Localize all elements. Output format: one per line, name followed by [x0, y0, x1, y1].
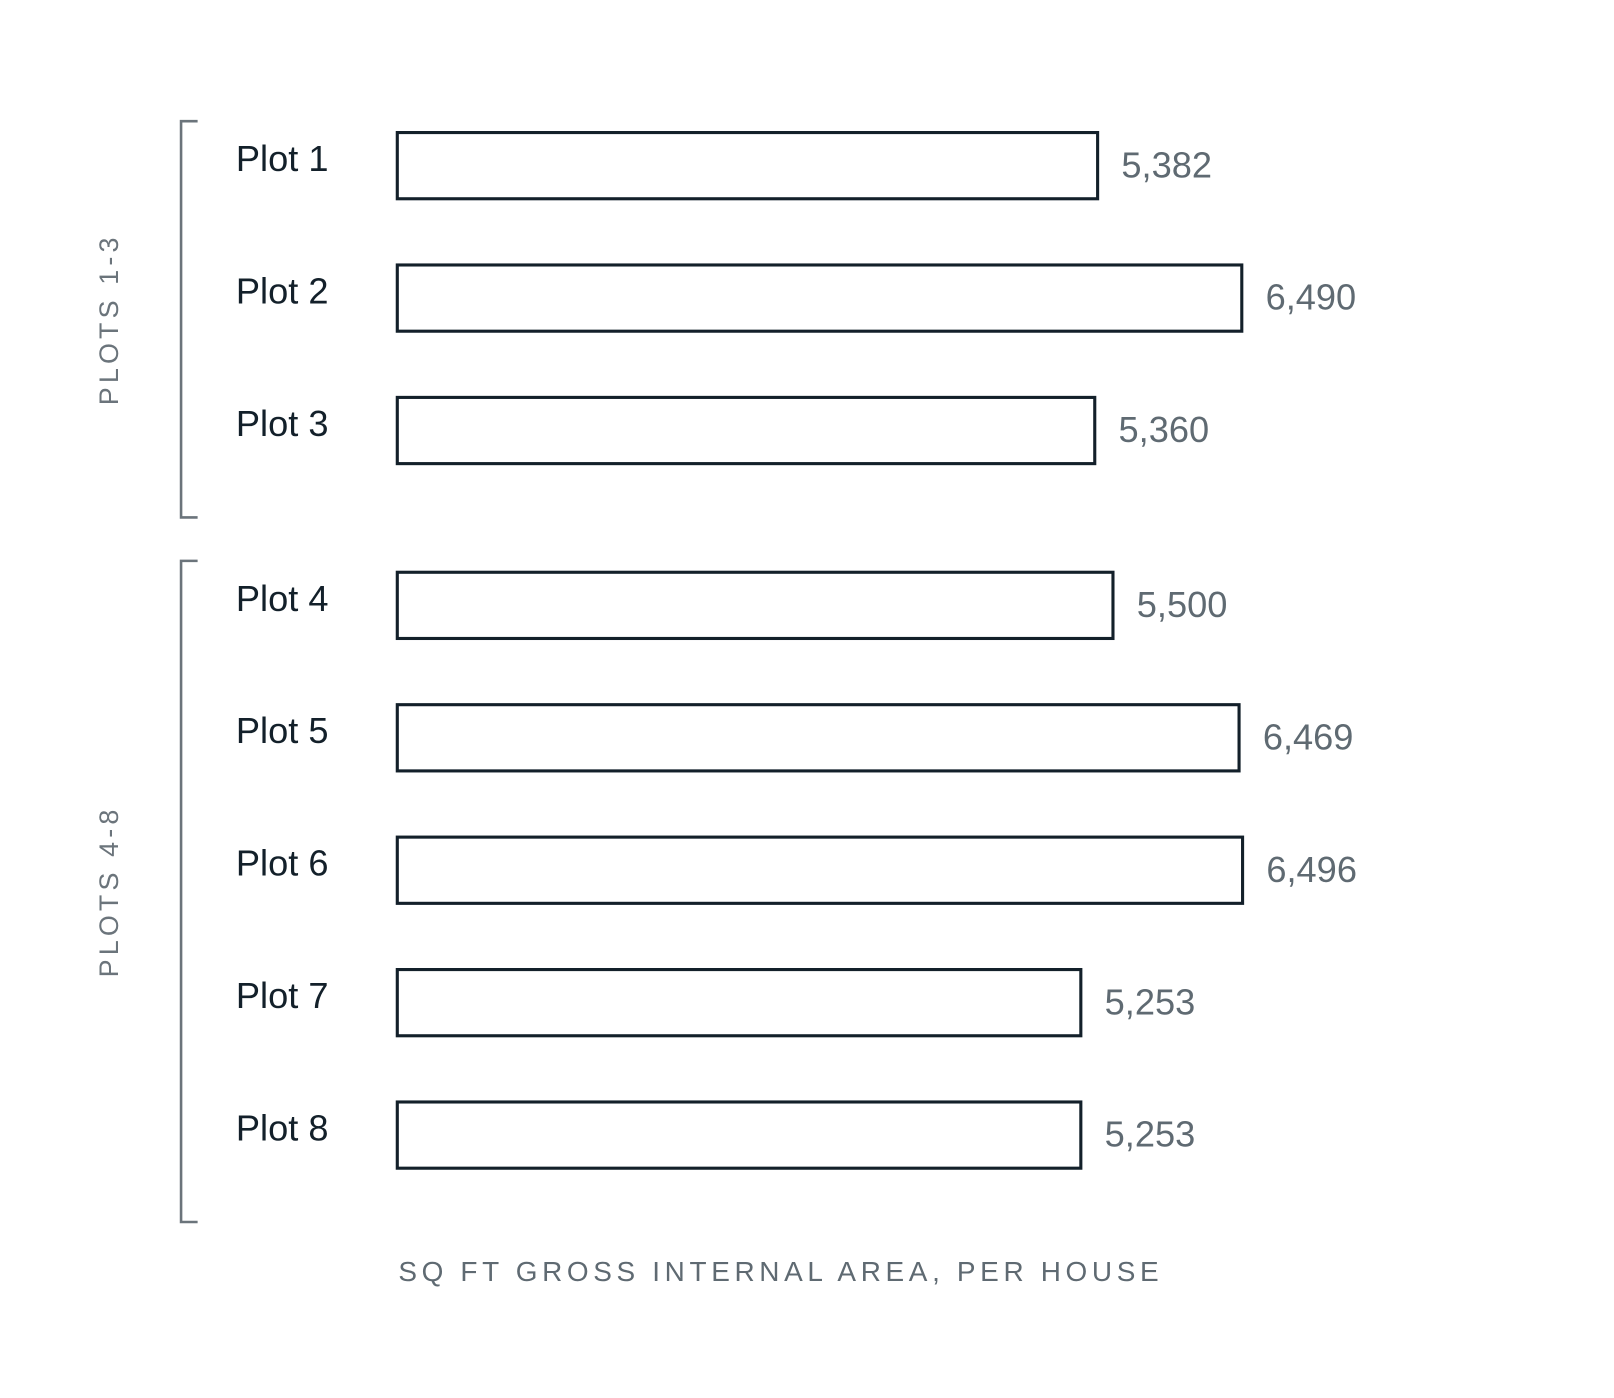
- bar: [395, 130, 1100, 201]
- value-label: 5,500: [1137, 584, 1228, 625]
- category-label: Plot 3: [236, 403, 329, 444]
- category-label: Plot 8: [236, 1108, 329, 1149]
- value-label: 6,490: [1266, 277, 1357, 318]
- category-label: Plot 4: [236, 578, 329, 619]
- category-label: Plot 5: [236, 710, 329, 751]
- value-label: 6,496: [1266, 849, 1357, 890]
- group-label: PLOTS 4-8: [94, 806, 124, 978]
- bar: [395, 703, 1241, 773]
- value-label: 5,382: [1121, 144, 1212, 185]
- value-label: 5,360: [1119, 409, 1210, 450]
- category-label: Plot 7: [236, 975, 329, 1016]
- bar: [395, 835, 1245, 905]
- category-label: Plot 2: [236, 271, 329, 312]
- bar: [395, 1100, 1083, 1170]
- category-label: Plot 1: [236, 138, 329, 179]
- value-label: 6,469: [1263, 716, 1354, 757]
- bar: [395, 570, 1115, 641]
- bar: [395, 263, 1244, 333]
- x-axis-label: SQ FT GROSS INTERNAL AREA, PER HOUSE: [398, 1256, 1163, 1287]
- bar: [395, 395, 1097, 466]
- group-label: PLOTS 1-3: [94, 233, 124, 405]
- group-bracket: [179, 559, 198, 1224]
- bar: [395, 968, 1083, 1038]
- value-label: 5,253: [1105, 1114, 1196, 1155]
- group-bracket: [179, 119, 198, 519]
- value-label: 5,253: [1105, 981, 1196, 1022]
- category-label: Plot 6: [236, 843, 329, 884]
